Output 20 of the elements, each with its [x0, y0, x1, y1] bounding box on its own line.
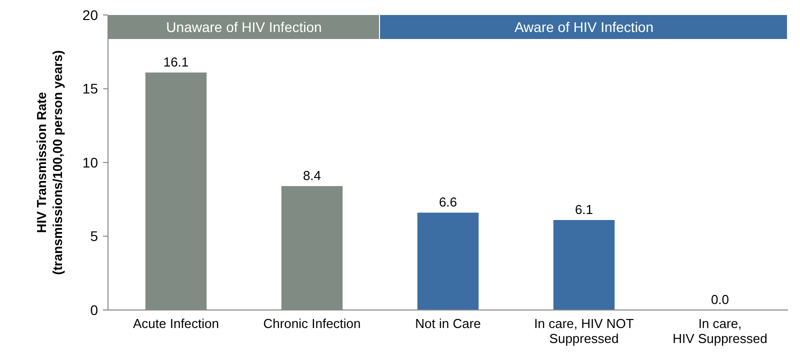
y-tick-label: 15 — [82, 80, 98, 97]
y-tick-label: 5 — [90, 228, 98, 244]
y-axis-title: HIV Transmission Rate (transmissions/100,00 person years) — [34, 50, 65, 275]
x-tick-label: Chronic Infection — [263, 316, 361, 331]
annotation: Unaware of HIV Infection — [166, 19, 322, 35]
data-label: 6.1 — [574, 202, 594, 218]
x-tick-label: In care, HIV Suppressed — [672, 316, 768, 346]
data-label: 6.6 — [438, 194, 458, 210]
y-tick-label: 20 — [82, 6, 98, 23]
bar — [553, 220, 615, 310]
annotation: Aware of HIV Infection — [514, 19, 654, 35]
data-label: 8.4 — [302, 168, 322, 184]
data-label: 0.0 — [710, 292, 730, 307]
data-label: 16.1 — [163, 54, 189, 70]
x-tick-label: Acute Infection — [133, 316, 219, 331]
y-tick-label: 0 — [90, 302, 98, 318]
x-tick-label: In care, HIV NOT Suppressed — [534, 316, 634, 346]
x-tick-label: Not in Care — [415, 316, 481, 331]
bar — [417, 212, 479, 310]
y-tick-label: 10 — [82, 154, 98, 170]
